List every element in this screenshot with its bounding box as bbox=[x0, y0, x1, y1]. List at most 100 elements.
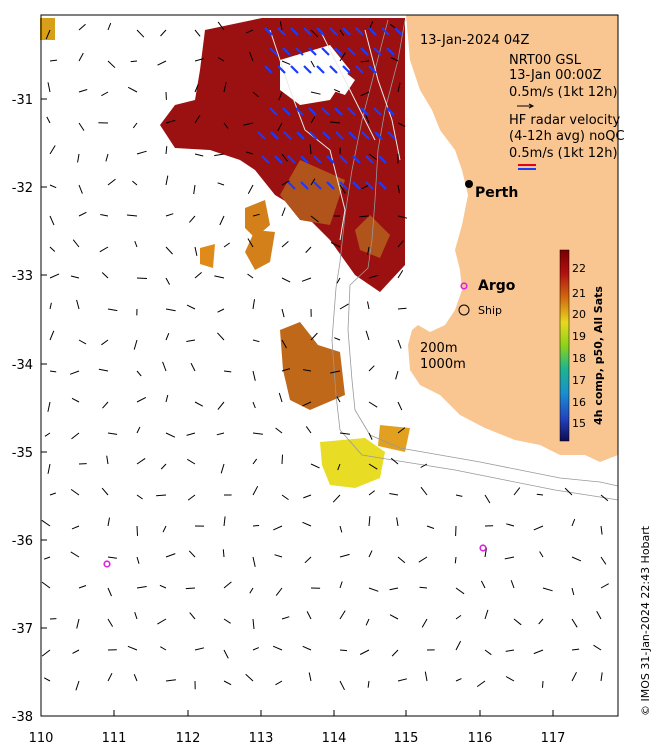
gsl-current-arrow bbox=[47, 463, 51, 474]
hf-radar-arrow bbox=[326, 181, 335, 190]
legend-hf-scale: 0.5m/s (1kt 12h) bbox=[509, 146, 618, 161]
gsl-current-arrow bbox=[272, 645, 283, 651]
gsl-current-arrow bbox=[107, 587, 112, 597]
gsl-current-arrow bbox=[78, 52, 84, 62]
lat-tick: -36 bbox=[12, 534, 33, 549]
gsl-current-arrow bbox=[303, 369, 312, 372]
hf-radar-arrow bbox=[329, 65, 338, 74]
gsl-current-arrow bbox=[505, 676, 515, 682]
hf-radar-arrow bbox=[355, 65, 364, 74]
gsl-current-arrow bbox=[185, 587, 196, 590]
hf-radar-arrow bbox=[334, 47, 343, 56]
gsl-current-arrow bbox=[337, 463, 341, 471]
gsl-current-arrow bbox=[332, 494, 341, 503]
hf-radar-arrow bbox=[352, 181, 361, 190]
gsl-current-arrow bbox=[281, 207, 286, 217]
gsl-current-arrow bbox=[136, 396, 147, 403]
gsl-current-arrow bbox=[78, 23, 86, 31]
gsl-current-arrow bbox=[564, 487, 573, 496]
gsl-current-arrow bbox=[247, 273, 254, 279]
hf-radar-arrow bbox=[283, 131, 292, 140]
hf-radar-arrow bbox=[381, 27, 390, 36]
sst-contour bbox=[319, 29, 376, 141]
gsl-current-arrow bbox=[600, 494, 609, 502]
gsl-current-arrow bbox=[194, 58, 205, 62]
gsl-current-arrow bbox=[252, 618, 255, 630]
gsl-current-arrow bbox=[101, 91, 109, 97]
gsl-current-arrow bbox=[252, 647, 259, 651]
gsl-current-arrow bbox=[220, 463, 225, 474]
gsl-current-arrow bbox=[136, 586, 147, 589]
gsl-current-arrow bbox=[274, 554, 283, 558]
gsl-current-arrow bbox=[484, 609, 489, 620]
gsl-current-arrow bbox=[49, 59, 58, 62]
sst-cool-patch bbox=[320, 438, 385, 488]
gsl-current-arrow bbox=[134, 612, 138, 620]
gsl-current-arrow bbox=[71, 432, 80, 440]
gsl-current-arrow bbox=[513, 487, 521, 496]
gsl-current-arrow bbox=[368, 516, 371, 527]
gsl-current-arrow bbox=[397, 427, 406, 434]
gsl-current-arrow bbox=[219, 215, 225, 226]
gsl-current-arrow bbox=[252, 556, 256, 567]
gsl-current-arrow bbox=[75, 680, 80, 691]
gsl-current-arrow bbox=[330, 370, 341, 374]
gsl-current-arrow bbox=[47, 82, 51, 93]
gsl-current-arrow bbox=[134, 241, 138, 248]
gsl-current-arrow bbox=[70, 275, 80, 279]
gsl-current-arrow bbox=[165, 553, 176, 558]
gsl-current-arrow bbox=[273, 525, 283, 531]
colorbar-ticks: 22 21 20 19 18 17 16 15 bbox=[572, 262, 586, 430]
hf-radar-arrow bbox=[348, 131, 357, 140]
hf-radar-arrow bbox=[287, 181, 296, 190]
legend-gsl-date: 13-Jan 00:00Z bbox=[509, 68, 602, 83]
gsl-current-arrow bbox=[78, 122, 85, 131]
gsl-current-arrow bbox=[303, 494, 312, 499]
gsl-current-arrow bbox=[339, 432, 350, 435]
gsl-current-arrow bbox=[78, 89, 88, 93]
sst-contour bbox=[269, 29, 346, 241]
hf-radar-arrow bbox=[313, 181, 322, 190]
gsl-current-arrow bbox=[304, 556, 312, 564]
gsl-current-arrow bbox=[188, 550, 196, 558]
legend-ship: Ship bbox=[478, 304, 502, 317]
gsl-current-arrow bbox=[310, 60, 315, 68]
colorbar-tick: 22 bbox=[572, 262, 586, 275]
gsl-current-arrow bbox=[252, 299, 255, 310]
hf-radar-arrow bbox=[303, 65, 312, 74]
gsl-current-arrow bbox=[359, 215, 370, 218]
gsl-current-arrow bbox=[49, 145, 56, 155]
gsl-current-arrow bbox=[533, 525, 544, 531]
hf-radar-arrow bbox=[334, 107, 343, 116]
gsl-current-arrow bbox=[397, 307, 407, 310]
lat-tick: -31 bbox=[12, 93, 33, 108]
gsl-current-arrow bbox=[130, 60, 138, 63]
gsl-current-arrow bbox=[330, 242, 341, 248]
lat-tick: -34 bbox=[12, 358, 33, 373]
gsl-current-arrow bbox=[279, 21, 283, 31]
gsl-current-arrow bbox=[542, 680, 544, 688]
lat-tick: -37 bbox=[12, 622, 33, 637]
gsl-current-arrow bbox=[310, 116, 316, 124]
gsl-current-arrow bbox=[214, 153, 225, 157]
gsl-current-arrow bbox=[278, 91, 283, 101]
lon-tick: 110 bbox=[29, 731, 54, 746]
gsl-current-arrow bbox=[281, 454, 283, 465]
gsl-current-arrow bbox=[418, 556, 428, 563]
gsl-current-arrow bbox=[339, 553, 350, 558]
lon-tick: 113 bbox=[249, 731, 274, 746]
hf-radar-arrow bbox=[394, 27, 403, 36]
argo-legend-marker bbox=[460, 282, 468, 290]
hf-radar-arrow bbox=[373, 47, 382, 56]
gsl-current-arrow bbox=[49, 215, 55, 226]
hf-radar-arrow bbox=[321, 47, 330, 56]
legend-gsl-scale: 0.5m/s (1kt 12h) bbox=[509, 85, 618, 100]
gsl-current-arrow bbox=[156, 494, 167, 497]
lat-tick: -33 bbox=[12, 269, 33, 284]
gsl-current-arrow bbox=[420, 486, 428, 496]
gsl-current-arrow bbox=[72, 649, 80, 654]
gsl-current-arrow bbox=[600, 525, 603, 535]
gsl-current-arrow bbox=[107, 517, 110, 527]
gsl-current-arrow bbox=[571, 587, 575, 596]
gsl-current-arrow bbox=[336, 396, 341, 403]
